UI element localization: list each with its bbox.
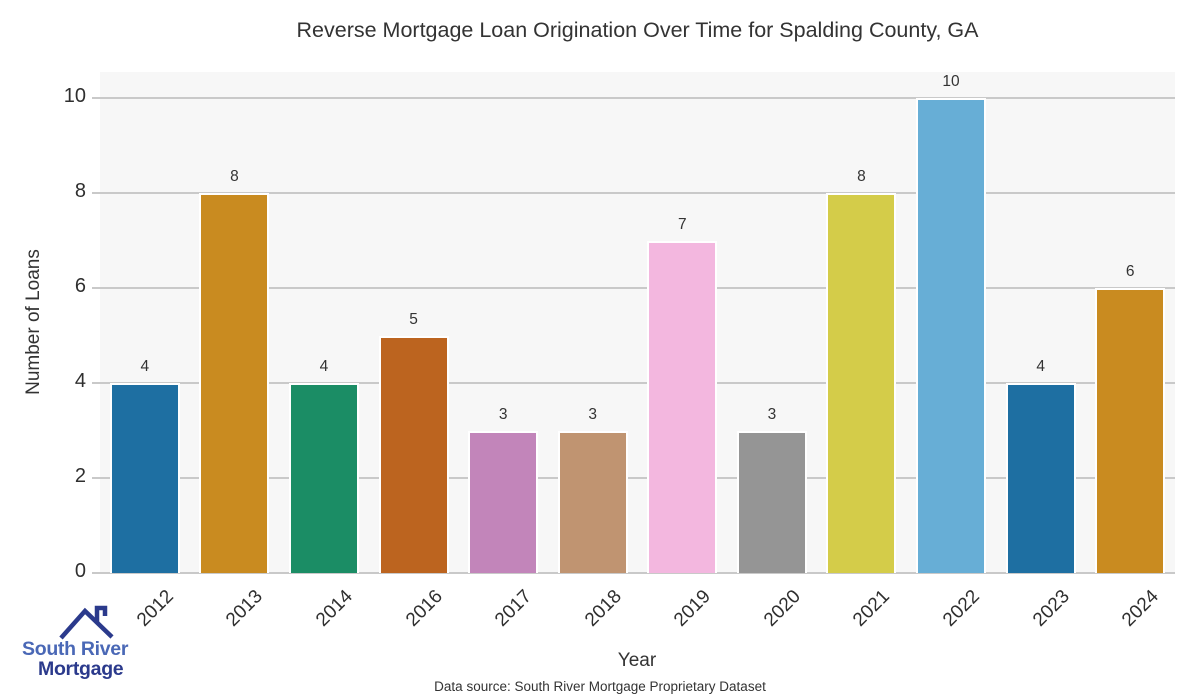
bar-value-label-2024: 6 bbox=[1125, 263, 1135, 281]
y-tick-10 bbox=[92, 97, 100, 100]
x-tick-label-2019: 2019 bbox=[670, 586, 716, 631]
x-tick-label-2024: 2024 bbox=[1118, 586, 1164, 631]
logo-text-secondary: Mortgage bbox=[38, 658, 124, 680]
y-tick-6 bbox=[92, 287, 100, 290]
y-tick-label-10: 10 bbox=[63, 85, 86, 108]
bar-2019 bbox=[647, 240, 718, 573]
house-roof-icon bbox=[59, 605, 114, 640]
x-tick-label-2014: 2014 bbox=[312, 586, 357, 631]
bar-2021 bbox=[826, 193, 897, 573]
bar-2014 bbox=[288, 383, 359, 573]
bar-value-label-2018: 3 bbox=[588, 405, 598, 423]
x-tick-label-2022: 2022 bbox=[939, 586, 984, 631]
y-tick-label-6: 6 bbox=[74, 275, 86, 298]
bar-2013 bbox=[199, 193, 270, 573]
bar-value-label-2020: 3 bbox=[767, 405, 777, 423]
gridline-6 bbox=[100, 287, 1175, 290]
x-tick-label-2013: 2013 bbox=[222, 586, 268, 631]
x-axis-title: Year bbox=[617, 650, 657, 671]
y-tick-2 bbox=[92, 477, 100, 480]
y-tick-label-2: 2 bbox=[74, 465, 86, 488]
bar-2016 bbox=[378, 335, 449, 573]
y-tick-label-4: 4 bbox=[74, 370, 86, 393]
bar-value-label-2017: 3 bbox=[498, 405, 508, 423]
company-logo: South River Mortgage bbox=[14, 602, 134, 682]
y-tick-label-8: 8 bbox=[74, 180, 86, 203]
bar-2012 bbox=[109, 383, 180, 573]
x-tick-label-2021: 2021 bbox=[849, 586, 895, 631]
x-tick-label-2018: 2018 bbox=[580, 586, 626, 631]
bar-value-label-2014: 4 bbox=[319, 358, 329, 376]
data-source-caption: Data source: South River Mortgage Propri… bbox=[434, 679, 766, 694]
bar-2017 bbox=[468, 430, 539, 573]
chart-title: Reverse Mortgage Loan Origination Over T… bbox=[296, 18, 979, 42]
bar-value-label-2012: 4 bbox=[140, 358, 150, 376]
y-tick-label-0: 0 bbox=[74, 560, 86, 582]
x-tick-label-2017: 2017 bbox=[491, 586, 536, 631]
bar-2023 bbox=[1005, 383, 1076, 573]
x-tick-label-2020: 2020 bbox=[759, 586, 805, 631]
y-axis-title: Number of Loans bbox=[23, 249, 44, 395]
bar-2020 bbox=[736, 430, 807, 573]
bar-value-label-2023: 4 bbox=[1036, 358, 1045, 376]
bar-value-label-2019: 7 bbox=[677, 215, 687, 233]
x-tick-label-2023: 2023 bbox=[1028, 586, 1074, 631]
bar-value-label-2016: 5 bbox=[409, 310, 418, 328]
bar-2018 bbox=[557, 430, 628, 573]
bar-2022 bbox=[916, 98, 987, 573]
bar-2024 bbox=[1095, 288, 1166, 573]
gridline-10 bbox=[100, 97, 1175, 100]
bar-value-label-2021: 8 bbox=[857, 168, 866, 186]
x-tick-label-2016: 2016 bbox=[401, 586, 447, 631]
gridline-2 bbox=[100, 477, 1175, 480]
plot-area bbox=[100, 72, 1175, 573]
gridline-4 bbox=[100, 382, 1175, 385]
gridline-8 bbox=[100, 192, 1175, 195]
y-tick-8 bbox=[92, 192, 100, 195]
gridline-0 bbox=[100, 572, 1175, 574]
bar-value-label-2013: 8 bbox=[230, 168, 239, 186]
bar-value-label-2022: 10 bbox=[942, 73, 960, 91]
y-tick-4 bbox=[92, 382, 100, 385]
x-tick-label-2012: 2012 bbox=[132, 586, 178, 631]
logo-text-primary: South River bbox=[22, 638, 129, 660]
y-tick-0 bbox=[92, 572, 100, 574]
